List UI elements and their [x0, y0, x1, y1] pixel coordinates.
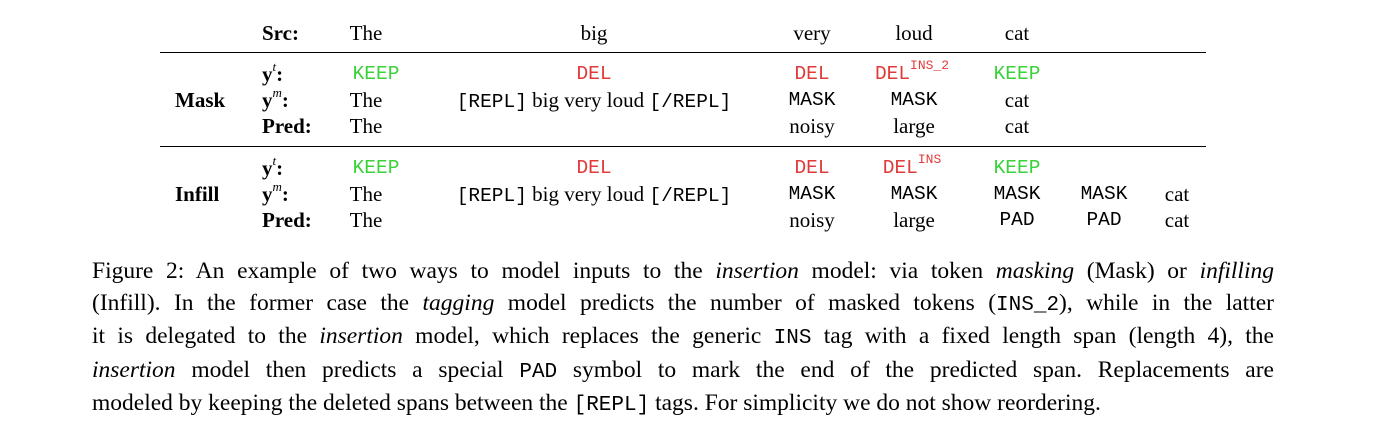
mask-yt-tag: DEL — [576, 63, 612, 85]
caption-line: (Infill). In the former case the tagging… — [92, 289, 1274, 317]
mask-pred-token: cat — [1004, 114, 1030, 138]
infill-pred-token: PAD — [1086, 209, 1122, 231]
infill-ym-label: ym: — [262, 179, 289, 206]
infill-group-label: Infill — [175, 182, 220, 206]
src-token: very — [793, 21, 831, 45]
mask-ym-token: cat — [1004, 88, 1030, 112]
mask-yt-tag: KEEP — [993, 63, 1041, 85]
infill-pred-token: large — [893, 208, 935, 232]
infill-yt-tag: KEEP — [352, 157, 400, 179]
mask-ym-repl-span: [REPL] big very loud [/REPL] — [456, 88, 732, 113]
src-token: cat — [1004, 21, 1030, 45]
infill-pred-token: PAD — [999, 209, 1035, 231]
infill-ym-token: MASK — [788, 183, 836, 205]
infill-ym-token: MASK — [993, 183, 1041, 205]
infill-ym-token: MASK — [1080, 183, 1128, 205]
infill-yt-tag: DEL — [576, 157, 612, 179]
mask-pred-token: large — [893, 114, 935, 138]
src-token: loud — [895, 21, 933, 45]
figure-caption: Figure 2: An example of two ways to mode… — [92, 256, 1274, 422]
table-rule-mid — [160, 146, 1206, 147]
mask-ym-label: ym: — [262, 85, 289, 112]
infill-pred-label: Pred: — [262, 208, 312, 232]
infill-ym-token: cat — [1164, 182, 1190, 206]
mask-yt-tag: DELINS_2 — [874, 58, 950, 85]
infill-ym-token: MASK — [890, 183, 938, 205]
mask-pred-token: The — [349, 114, 383, 138]
caption-line: it is delegated to the insertion model, … — [92, 323, 1274, 350]
infill-pred-token: noisy — [789, 208, 835, 232]
mask-yt-label: yt: — [262, 59, 284, 86]
caption-line: modeled by keeping the deleted spans bet… — [92, 390, 1101, 417]
mask-ym-token: MASK — [890, 89, 938, 111]
mask-ym-token: MASK — [788, 89, 836, 111]
infill-yt-tag: DEL — [794, 157, 830, 179]
src-label: Src: — [262, 21, 299, 45]
infill-pred-token: cat — [1164, 208, 1190, 232]
mask-pred-label: Pred: — [262, 114, 312, 138]
infill-yt-tag: DELINS — [882, 152, 942, 179]
infill-ym-repl-span: [REPL] big very loud [/REPL] — [456, 182, 732, 207]
mask-group-label: Mask — [175, 88, 226, 112]
table-rule-top — [160, 52, 1206, 53]
infill-yt-tag: KEEP — [993, 157, 1041, 179]
src-token: The — [349, 21, 383, 45]
caption-line: insertion model then predicts a special … — [92, 356, 1274, 384]
src-token: big — [580, 21, 608, 45]
infill-ym-token: The — [349, 182, 383, 206]
infill-yt-label: yt: — [262, 153, 284, 180]
mask-yt-tag: DEL — [794, 63, 830, 85]
caption-line: Figure 2: An example of two ways to mode… — [92, 258, 1274, 284]
mask-ym-token: The — [349, 88, 383, 112]
mask-yt-tag: KEEP — [352, 63, 400, 85]
infill-pred-token: The — [349, 208, 383, 232]
mask-pred-token: noisy — [789, 114, 835, 138]
